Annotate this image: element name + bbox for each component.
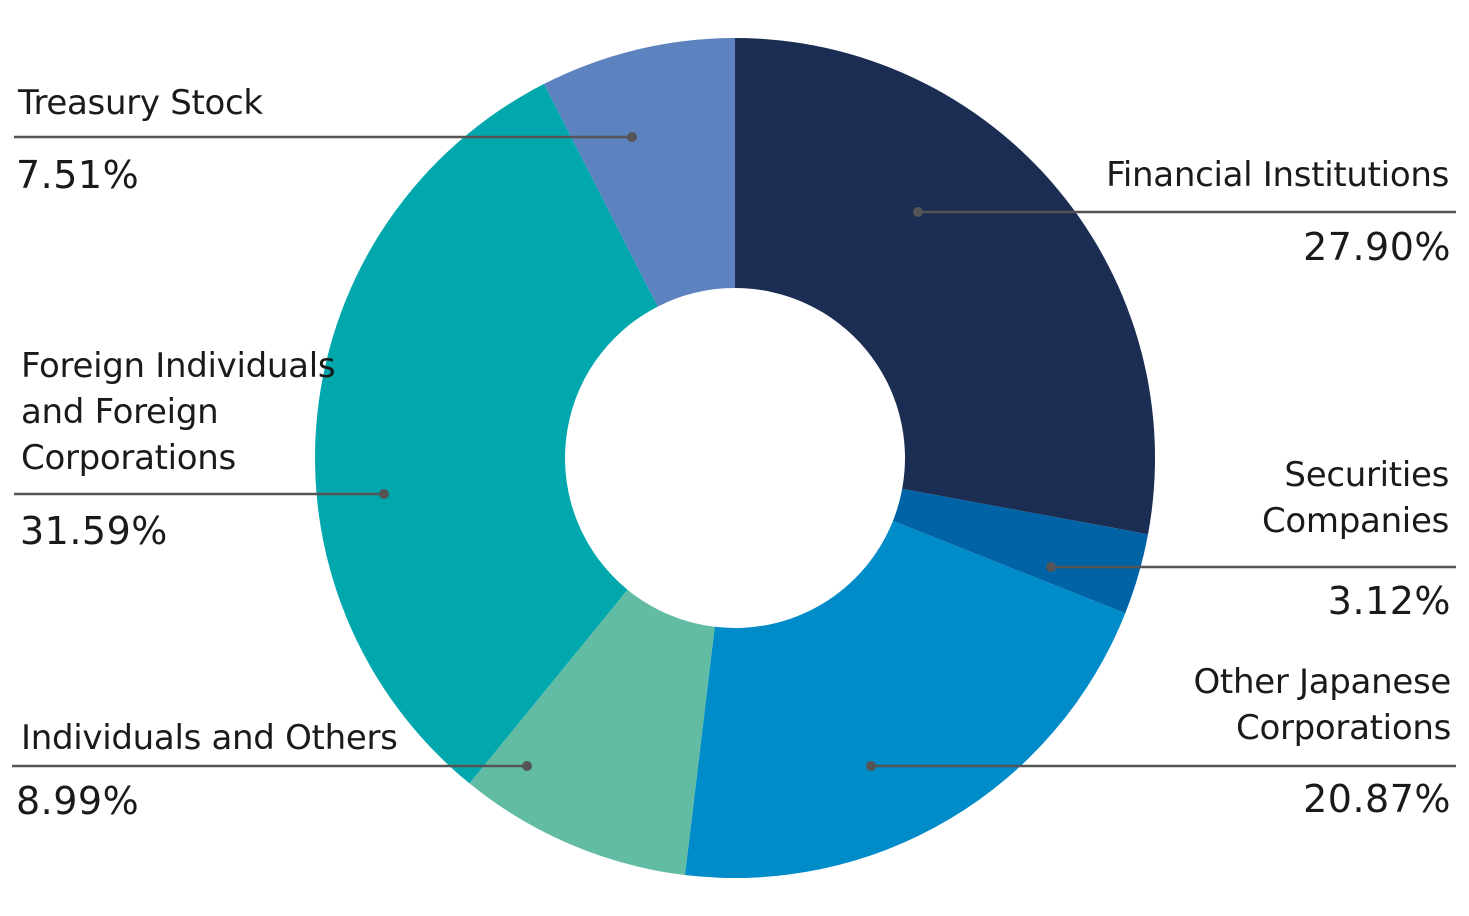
label-treasury-stock: Treasury Stock: [18, 83, 263, 123]
value-individuals-and-others: 8.99%: [16, 779, 140, 823]
slice-securities-companies: [892, 488, 1149, 614]
value-treasury-stock: 7.51%: [16, 153, 140, 197]
label-securities-companies: Securities Companies: [1261, 455, 1449, 541]
leader-dot-treasury: [627, 132, 637, 142]
slice-foreign-individuals-corporations: [314, 83, 658, 784]
value-foreign-individuals-corporations: 31.59%: [20, 509, 168, 553]
label-financial-institutions: Financial Institutions: [1106, 155, 1449, 195]
slice-other-japanese-corporations: [684, 520, 1126, 879]
slice-treasury-stock: [544, 37, 735, 307]
leader-dot-foreign: [379, 489, 389, 499]
value-securities-companies: 3.12%: [1327, 579, 1451, 623]
label-individuals-and-others: Individuals and Others: [21, 718, 398, 758]
slice-individuals-and-others: [469, 589, 715, 876]
leader-dot-individuals: [522, 761, 532, 771]
slice-financial-institutions: [735, 38, 1156, 535]
leader-dot-financial: [913, 207, 923, 217]
leader-dot-other-japanese: [866, 761, 876, 771]
value-other-japanese-corporations: 20.87%: [1303, 777, 1451, 821]
leader-lines: [12, 132, 1456, 771]
donut-slices: [314, 37, 1156, 879]
leader-dot-securities: [1046, 562, 1056, 572]
label-other-japanese-corporations: Other Japanese Corporations: [1193, 662, 1451, 748]
label-foreign-individuals-corporations: Foreign Individuals and Foreign Corporat…: [21, 346, 336, 478]
value-financial-institutions: 27.90%: [1303, 225, 1451, 269]
